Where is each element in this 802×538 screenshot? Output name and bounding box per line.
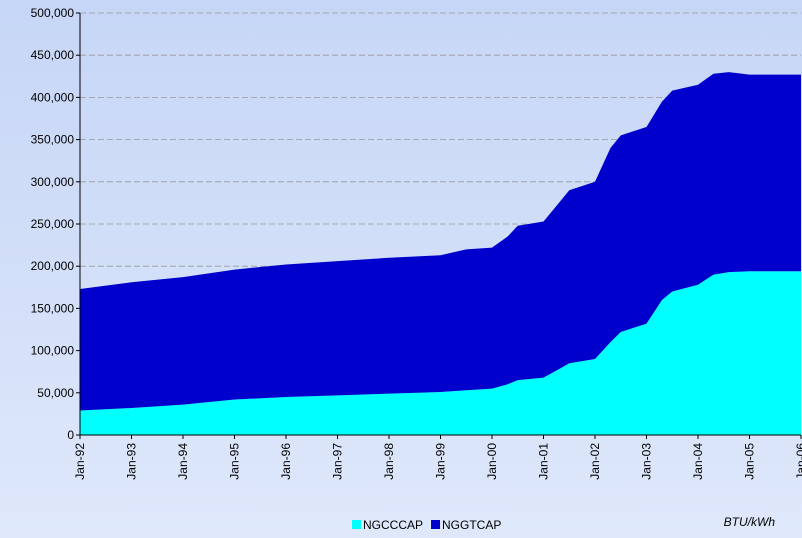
x-tick-label: Jan-05 (743, 443, 757, 480)
area (80, 271, 801, 435)
y-tick-label: 400,000 (31, 90, 75, 104)
x-tick-label: Jan-96 (279, 443, 293, 480)
y-tick-label: 500,000 (31, 6, 75, 20)
x-tick-label: Jan-98 (382, 443, 396, 480)
x-tick-label: Jan-03 (640, 443, 654, 480)
legend-label: NGGTCAP (442, 518, 501, 532)
y-tick-label: 200,000 (31, 259, 75, 273)
y-tick-label: 100,000 (31, 344, 75, 358)
legend-swatch (352, 520, 361, 529)
x-tick-label: Jan-06 (794, 443, 802, 480)
x-tick-label: Jan-93 (125, 443, 139, 480)
x-tick-label: Jan-00 (485, 443, 499, 480)
x-tick-label: Jan-95 (228, 443, 242, 480)
legend-label: NGCCCAP (363, 518, 423, 532)
y-tick-label: 350,000 (31, 133, 75, 147)
y-tick-label: 150,000 (31, 301, 75, 315)
area (80, 72, 801, 411)
x-tick-label: Jan-99 (434, 443, 448, 480)
x-tick-label: Jan-04 (691, 443, 705, 480)
x-tick-label: Jan-01 (537, 443, 551, 480)
x-tick-label: Jan-92 (73, 443, 87, 480)
y-tick-label: 450,000 (31, 48, 75, 62)
y-tick-label: 50,000 (37, 386, 74, 400)
x-tick-label: Jan-02 (588, 443, 602, 480)
y-tick-label: 0 (67, 428, 74, 442)
legend-swatch (431, 520, 441, 529)
annotation: BTU/kWh (724, 515, 776, 529)
x-tick-label: Jan-94 (176, 443, 190, 480)
y-tick-label: 300,000 (31, 175, 75, 189)
y-tick-label: 250,000 (31, 217, 75, 231)
x-tick-label: Jan-97 (331, 443, 345, 480)
